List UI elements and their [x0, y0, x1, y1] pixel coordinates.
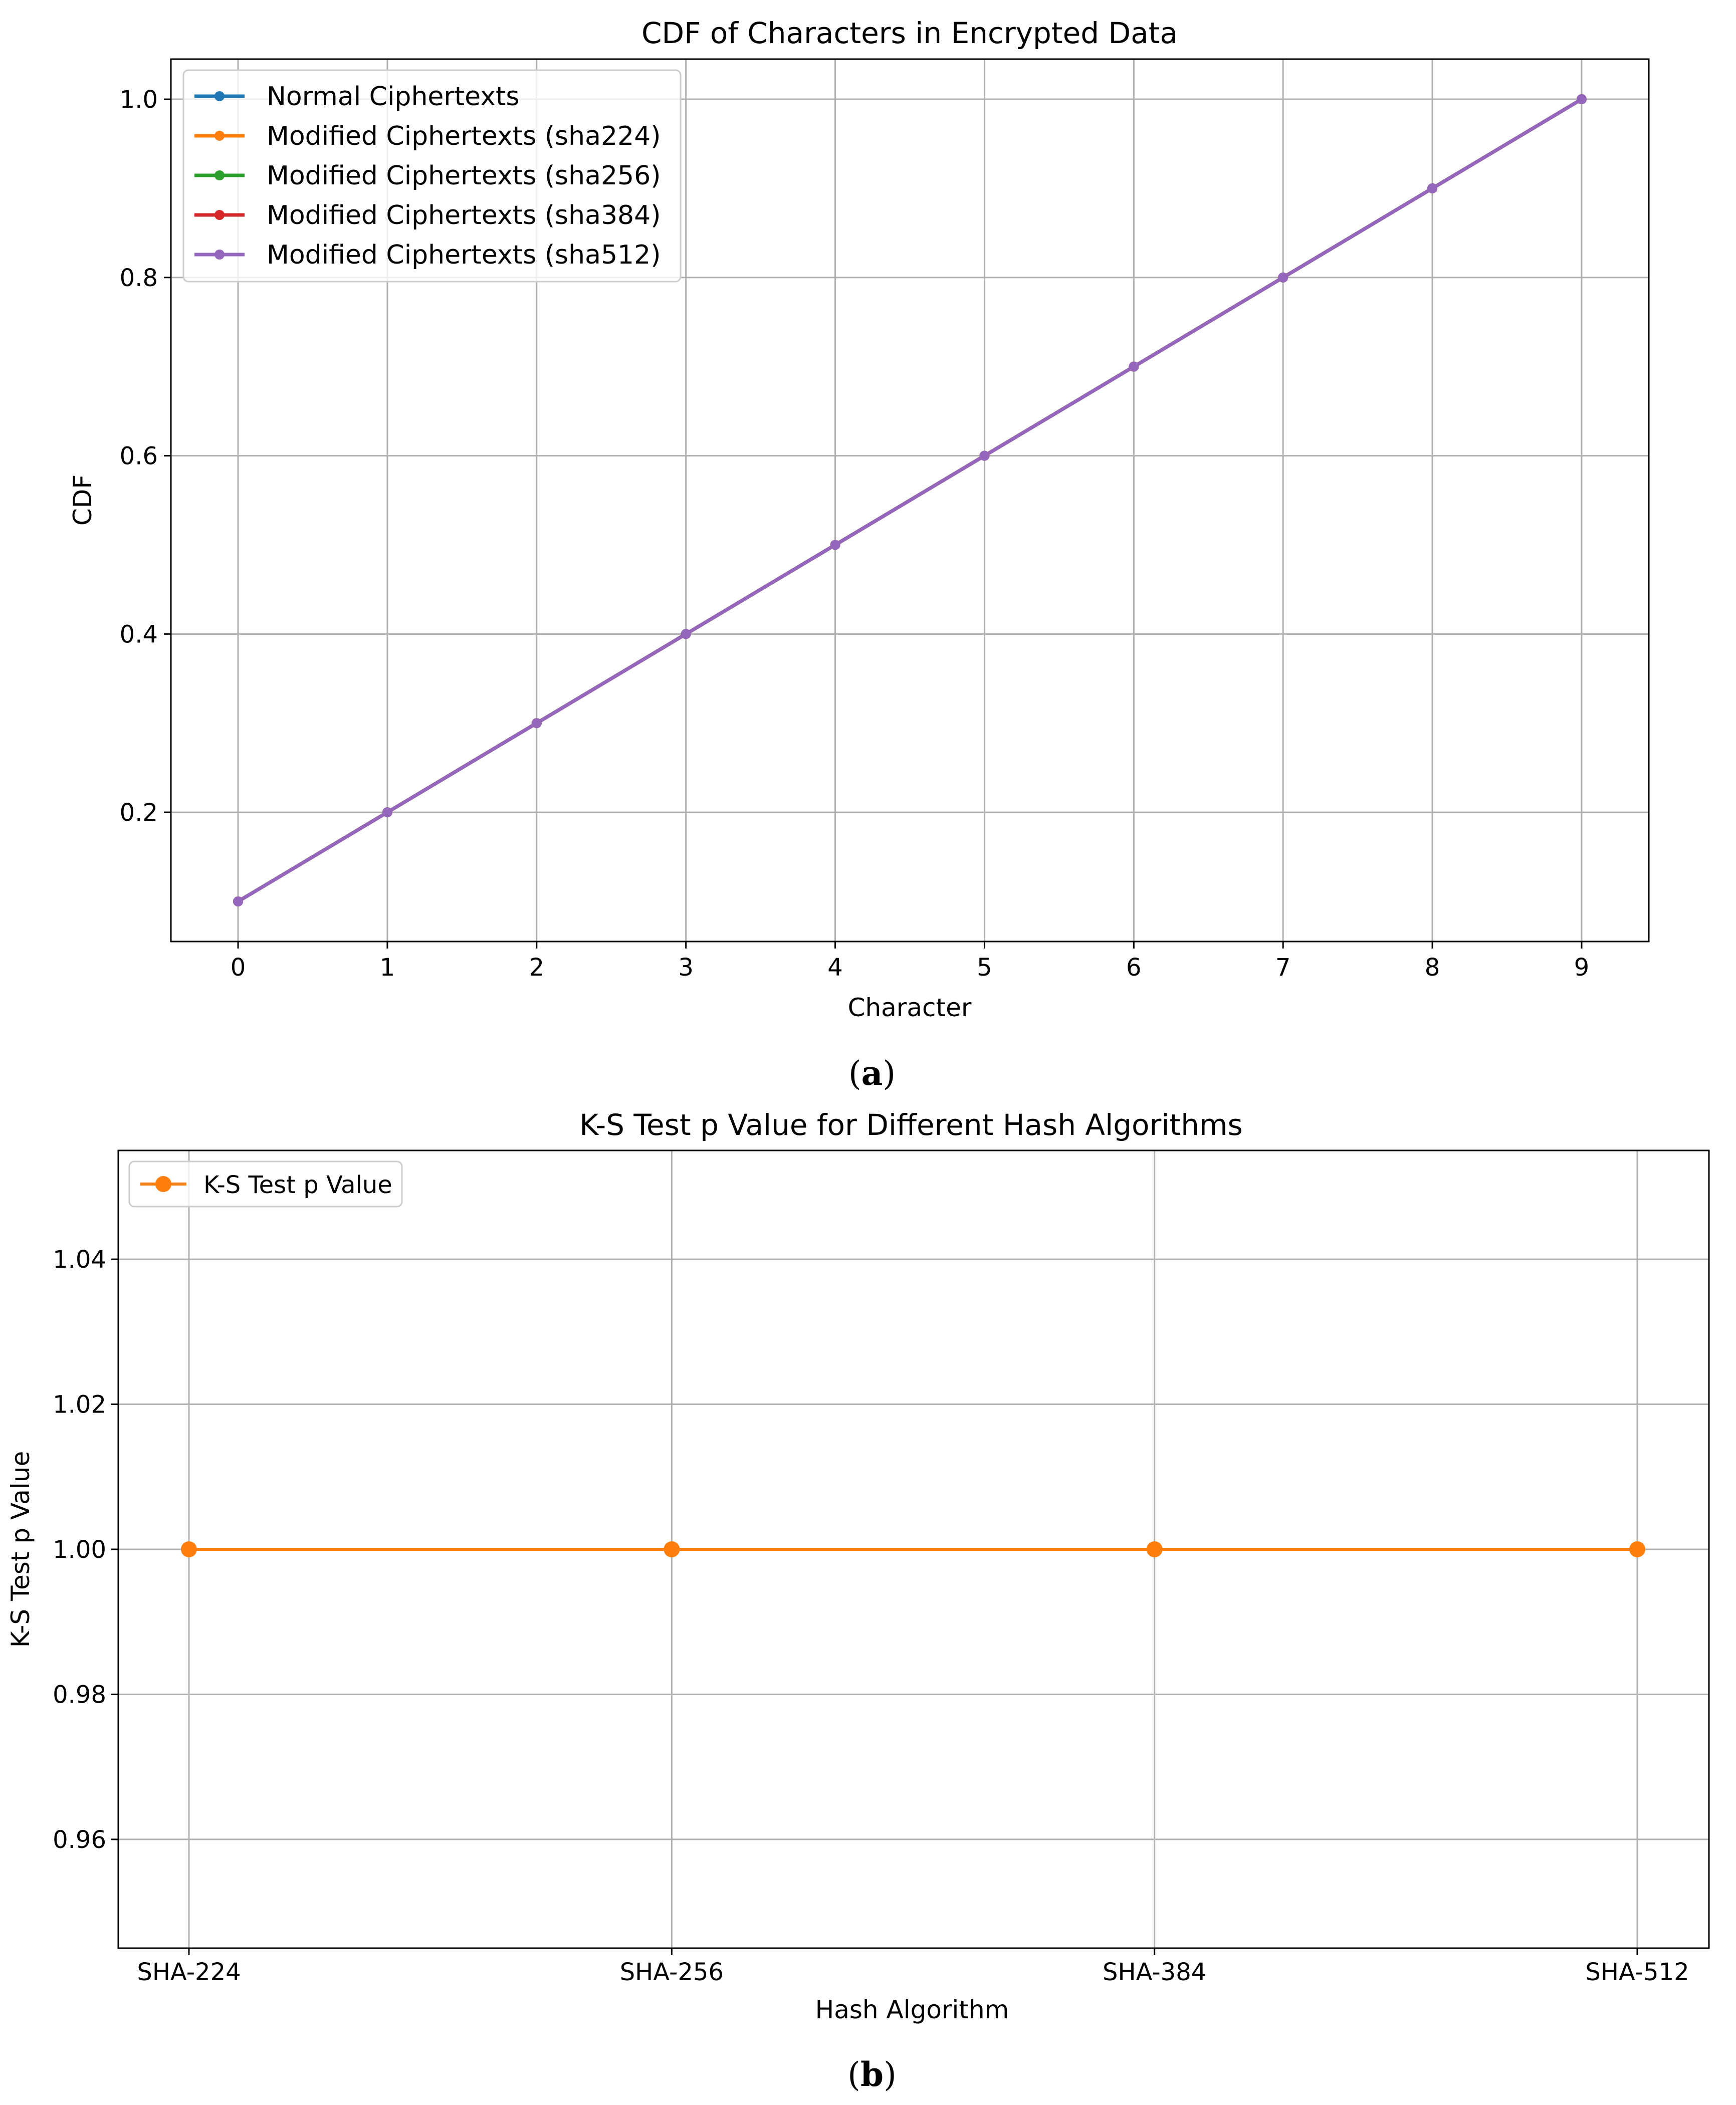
chart-a-legend-box — [182, 69, 682, 283]
chart-b-caption: (b) — [847, 2055, 897, 2094]
chart-b-x-tick-label: SHA-512 — [1585, 1958, 1689, 1986]
chart-a-series-line-4 — [237, 98, 1583, 903]
chart-a-x-ticks: 0 1 2 3 4 5 6 7 8 9 — [231, 942, 1589, 982]
chart-a-points — [233, 94, 1587, 906]
chart-b-point-s0-3 — [1629, 1541, 1645, 1557]
chart-b-y-tick-label: 0.96 — [53, 1826, 106, 1854]
chart-b-point-s0-2 — [1146, 1541, 1163, 1557]
chart-b-legend-swatch-marker-0 — [155, 1176, 171, 1192]
chart-b-points — [181, 1541, 1645, 1557]
chart-a-y-tick-label: 0.4 — [120, 620, 158, 648]
chart-b-y-tick-label: 1.00 — [53, 1536, 106, 1564]
chart-a-x-tick-label: 1 — [380, 954, 395, 982]
chart-a-y-ticks: 0.2 0.4 0.6 0.8 1.0 — [120, 86, 171, 827]
chart-a-legend: Normal Ciphertexts Modified Ciphertexts (… — [182, 69, 682, 283]
chart-a-legend-swatch-marker-1 — [214, 131, 225, 141]
chart-a-point-s4-0 — [233, 896, 244, 906]
chart-a-legend-swatch-marker-4 — [214, 250, 225, 260]
chart-a-point-s4-8 — [1427, 183, 1438, 193]
chart-a-x-tick-label: 2 — [529, 954, 545, 982]
chart-a-grid — [171, 59, 1649, 942]
chart-b-legend-box — [128, 1160, 403, 1208]
chart-b-title: K-S Test p Value for Different Hash Algo… — [579, 1108, 1242, 1142]
chart-a-y-tick-label: 0.8 — [120, 264, 158, 292]
chart-a-point-s4-9 — [1576, 94, 1587, 105]
chart-a-point-s4-3 — [681, 629, 691, 639]
chart-a-legend-label-0: Normal Ciphertexts — [267, 82, 520, 112]
chart-a-x-tick-label: 4 — [827, 954, 843, 982]
chart-a-x-tick-label: 3 — [678, 954, 694, 982]
chart-a-point-s4-5 — [979, 450, 990, 461]
chart-a-caption: (a) — [848, 1054, 896, 1093]
chart-a-legend-label-2: Modified Ciphertexts (sha256) — [267, 161, 661, 191]
chart-b-y-tick-label: 1.04 — [53, 1246, 106, 1274]
chart-a-x-tick-label: 6 — [1126, 954, 1142, 982]
chart-a-point-s4-7 — [1278, 272, 1288, 283]
chart-b-point-s0-0 — [181, 1541, 197, 1557]
chart-b: K-S Test p Value for Different Hash Algo… — [6, 1108, 1710, 2094]
chart-a-legend-label-1: Modified Ciphertexts (sha224) — [267, 121, 661, 151]
chart-a-point-s4-4 — [830, 540, 840, 550]
chart-a-legend-swatch-marker-0 — [214, 91, 225, 101]
chart-a-y-tick-label: 0.6 — [120, 442, 158, 471]
chart-b-x-axis-label: Hash Algorithm — [815, 1995, 1009, 2024]
chart-a-y-tick-label: 1.0 — [120, 86, 158, 114]
chart-a-legend-label-3: Modified Ciphertexts (sha384) — [267, 200, 661, 230]
chart-a-x-tick-label: 8 — [1425, 954, 1440, 982]
chart-b-legend: K-S Test p Value — [128, 1160, 403, 1208]
chart-b-legend-label-0: K-S Test p Value — [203, 1171, 392, 1199]
chart-a-x-tick-label: 0 — [231, 954, 246, 982]
chart-a-x-tick-label: 9 — [1574, 954, 1590, 982]
chart-a-point-s4-1 — [382, 807, 392, 818]
chart-b-x-tick-label: SHA-224 — [137, 1958, 241, 1986]
chart-a: CDF of Characters in Encrypted Data 0 1 2 3… — [68, 16, 1650, 1093]
chart-b-x-tick-label: SHA-384 — [1103, 1958, 1206, 1986]
chart-a-legend-label-4: Modified Ciphertexts (sha512) — [267, 240, 661, 270]
chart-a-point-s4-6 — [1129, 361, 1139, 372]
chart-a-x-axis-label: Character — [848, 993, 972, 1022]
chart-a-title: CDF of Characters in Encrypted Data — [641, 16, 1178, 50]
chart-a-x-tick-label: 5 — [977, 954, 992, 982]
chart-a-x-tick-label: 7 — [1275, 954, 1291, 982]
chart-b-x-ticks: SHA-224 SHA-256 SHA-384 SHA-512 — [137, 1948, 1689, 1986]
chart-b-point-s0-1 — [664, 1541, 680, 1557]
chart-a-point-s4-2 — [531, 718, 542, 729]
chart-b-y-ticks: 0.96 0.98 1.00 1.02 1.04 — [53, 1246, 118, 1854]
chart-a-legend-swatch-marker-2 — [214, 170, 225, 180]
chart-a-legend-swatch-marker-3 — [214, 210, 225, 220]
chart-b-x-tick-label: SHA-256 — [620, 1958, 724, 1986]
chart-b-y-axis-label: K-S Test p Value — [6, 1451, 35, 1648]
chart-a-lines — [237, 98, 1583, 903]
chart-b-y-tick-label: 0.98 — [53, 1681, 106, 1709]
chart-a-y-axis-label: CDF — [68, 475, 97, 526]
chart-a-plot-frame — [170, 58, 1650, 943]
chart-a-y-tick-label: 0.2 — [120, 799, 158, 827]
chart-b-y-tick-label: 1.02 — [53, 1391, 106, 1419]
